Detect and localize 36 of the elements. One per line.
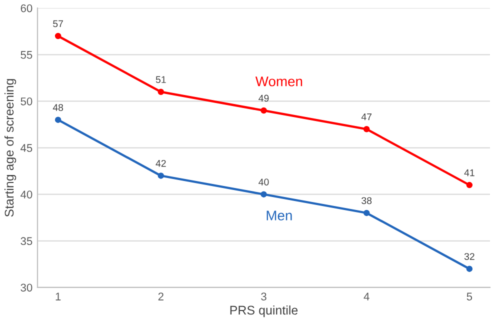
x-tick-label: 5 — [466, 292, 472, 300]
point — [466, 182, 473, 188]
x-tick-label: 4 — [364, 292, 370, 300]
x-axis-title: PRS quintile — [230, 305, 298, 318]
data-label: 40 — [258, 178, 269, 186]
y-axis-title: Starting age of screening — [4, 79, 16, 217]
data-label: 57 — [53, 20, 63, 28]
y-tick-label: 35 — [20, 237, 32, 246]
data-label: 47 — [361, 113, 372, 120]
point — [260, 191, 267, 198]
x-tick-label: 1 — [56, 292, 61, 300]
point — [363, 126, 370, 132]
point — [158, 172, 164, 179]
series-label: Women — [255, 76, 302, 86]
point — [466, 266, 473, 272]
data-label: 48 — [52, 104, 64, 111]
point — [158, 88, 164, 96]
data-label: 38 — [362, 197, 372, 204]
data-label: 32 — [464, 253, 474, 260]
y-tick-label: 40 — [20, 190, 32, 198]
point — [54, 116, 62, 123]
point — [260, 107, 267, 114]
x-tick-label: 2 — [158, 292, 164, 300]
data-label: 41 — [464, 169, 474, 176]
y-tick-label: 45 — [20, 144, 32, 152]
x-tick-label: 3 — [261, 292, 266, 300]
y-tick-label: 50 — [20, 97, 32, 106]
data-label: 49 — [258, 94, 269, 102]
y-tick-label: 55 — [20, 51, 32, 59]
point — [363, 210, 370, 216]
y-tick-label: 60 — [20, 4, 32, 12]
point — [54, 32, 62, 40]
data-label: 42 — [156, 160, 166, 167]
data-label: 51 — [156, 76, 166, 84]
y-tick-label: 30 — [20, 284, 32, 292]
series-label: Men — [266, 210, 292, 220]
